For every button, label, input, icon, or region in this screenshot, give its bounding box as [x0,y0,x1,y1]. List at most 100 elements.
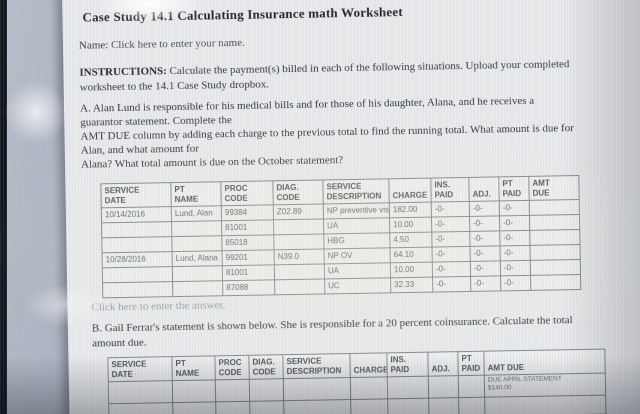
table-cell: -0- [431,201,470,218]
table-cell [171,220,222,237]
table-cell [283,377,351,401]
table-cell: 4.50 [389,232,433,248]
table-cell: -0- [499,245,531,261]
amt-due-cell[interactable] [530,259,581,276]
table-cell: -0- [470,260,501,277]
table-cell [172,379,216,403]
column-header: PT NAME [170,181,222,207]
table-cell: NP OV [324,247,391,264]
column-header: PT NAME [171,355,216,381]
table-cell: 99384 [221,204,274,221]
table-cell: 81001 [221,219,274,236]
column-header: INS. PAID [430,177,470,203]
table-cell: -0- [499,230,530,246]
table-cell [172,280,223,297]
table-cell [428,375,459,399]
table-cell: 87088 [222,279,275,296]
table-cell [249,378,284,402]
column-header: DIAG. CODE [248,354,284,380]
column-header: PROC CODE [214,355,250,380]
table-cell: 81001 [222,264,275,281]
table-cell: Lund, Alana [172,250,223,267]
instructions: INSTRUCTIONS: Calculate the payment(s) b… [79,57,569,96]
column-header: SERVICE DATE [100,182,172,208]
page-title: Case Study 14.1 Calculating Insurance ma… [82,4,403,25]
table-cell [273,218,324,235]
table-cell: 32.33 [390,277,433,293]
table-cell: 10/14/2016 [101,206,172,223]
name-line: Name: Click here to enter your name. [79,37,245,52]
column-header: ADJ. [468,176,500,202]
table-cell: -0- [432,261,471,278]
table-cell [102,266,173,283]
table-cell [350,398,388,414]
table-cell: -0- [469,230,500,247]
table-cell [350,376,388,400]
table-cell [387,398,429,414]
table-cell: -0- [469,215,500,232]
table-cell [172,265,223,282]
amt-due-cell[interactable] [530,274,581,291]
table-cell [102,281,173,298]
amt-due-cell[interactable] [529,244,581,261]
table-cell: -0- [499,200,530,216]
section-a-text: A. Alan Lund is responsible for his medi… [80,93,575,172]
table-cell [101,221,172,238]
amt-due-cell[interactable] [529,199,580,216]
table-cell [274,278,325,295]
instructions-label: INSTRUCTIONS: [79,65,167,79]
column-header: SERVICE DATE [107,356,173,382]
table-cell: 64.10 [390,247,433,263]
amt-due-cell[interactable] [529,229,580,246]
column-header: SERVICE DESCRIPTION [322,178,390,204]
amt-due-cell[interactable] [529,214,580,231]
column-header: PT PAID [457,351,485,376]
table-cell [108,380,173,404]
table-cell: -0- [470,245,501,262]
table-cell: Z02.89 [273,203,324,220]
column-header: PROC CODE [220,180,274,206]
table-cell [215,401,251,414]
billing-table-b: SERVICE DATE PT NAME PROC CODE DIAG. CODE SERVIC… [107,348,607,414]
column-header: ADJ. [427,351,459,377]
table-cell [273,233,325,250]
table-cell: -0- [432,276,471,293]
table-cell: -0- [470,275,501,292]
table-cell: 85018 [221,234,275,251]
table-cell [274,263,325,280]
column-header: INS. PAID [386,352,429,377]
table-cell [458,397,485,414]
table-cell: -0- [431,231,471,248]
table-cell: UA [323,217,390,234]
table-cell: 10.00 [390,262,433,278]
table-cell: 10/28/2016 [102,251,173,268]
table-cell [458,375,485,398]
section-b-text: B. Gail Ferrar's statement is shown belo… [92,313,573,351]
table-cell [387,376,429,399]
table-cell [101,236,173,253]
table-cell: UA [324,262,391,279]
table-cell [215,379,250,402]
column-header: CHARGE [349,352,388,378]
table-cell: -0- [499,215,530,231]
answer-input-placeholder[interactable]: Click here to enter the answer. [91,299,226,314]
table-cell: UC [324,277,391,294]
table-cell: -0- [500,260,531,276]
table-cell: 182.00 [389,202,432,218]
table-cell: -0- [432,246,471,263]
table-cell: HBG [323,232,391,249]
table-cell: 10.00 [389,217,432,233]
column-header: CHARGE [388,178,432,203]
column-header: AMT DUE [483,349,606,376]
name-input-placeholder[interactable]: Click here to enter your name. [110,36,245,52]
table-cell [484,395,606,414]
table-cell [283,399,351,414]
table-cell: -0- [500,275,531,291]
column-header: DIAG. CODE [272,179,324,205]
billing-table-a: SERVICE DATE PT NAME PROC CODE DIAG. CODE SERVIC… [100,175,582,299]
table-cell: Lund, Alan [171,205,222,222]
table-cell: 99201 [222,249,275,266]
table-cell [108,402,174,414]
name-label: Name: [78,39,109,52]
